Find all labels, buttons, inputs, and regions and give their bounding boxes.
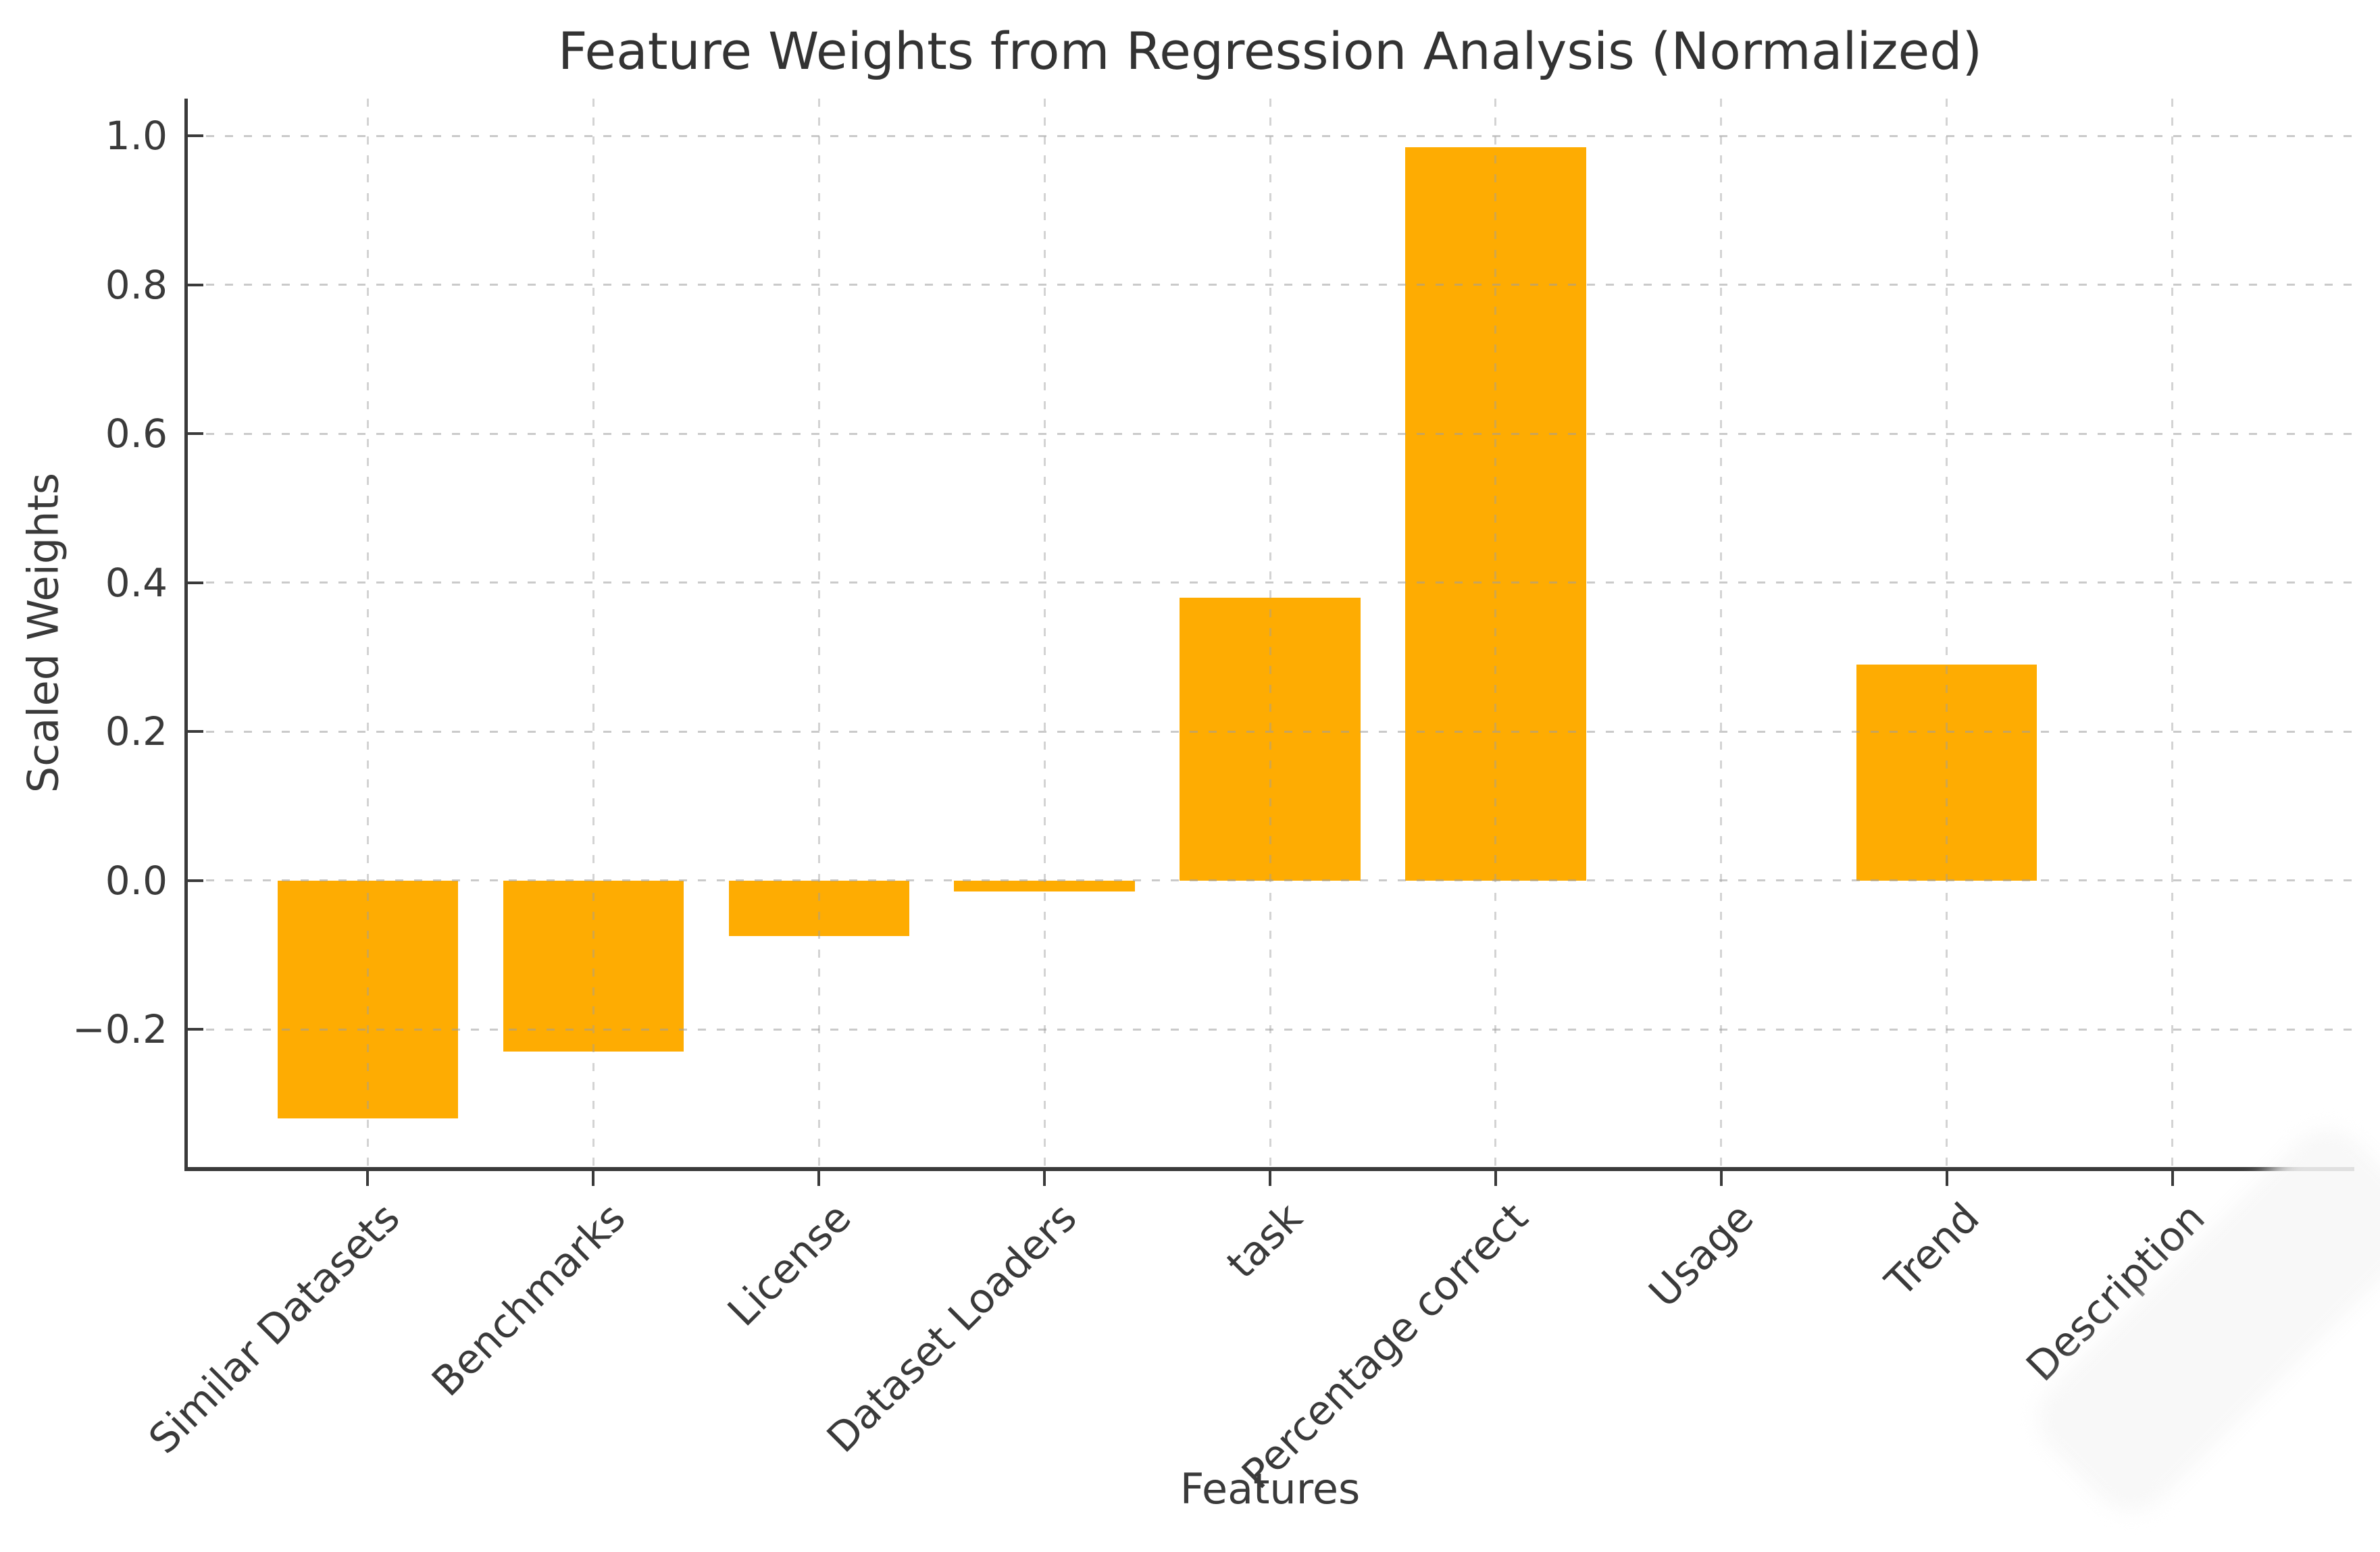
bar-task bbox=[1180, 597, 1361, 881]
y-tick-label: 0.0 bbox=[105, 857, 168, 904]
x-axis-label: Features bbox=[1180, 1464, 1361, 1514]
y-tick-mark bbox=[187, 730, 203, 733]
y-tick-mark bbox=[187, 134, 203, 138]
y-gridline bbox=[187, 432, 2353, 435]
bar-license bbox=[728, 880, 909, 937]
x-tick-mark bbox=[366, 1171, 370, 1186]
plot-area bbox=[187, 99, 2353, 1167]
y-tick-label: 0.4 bbox=[105, 559, 168, 606]
y-tick-mark bbox=[187, 432, 203, 436]
y-tick-label: 0.6 bbox=[105, 411, 168, 457]
bottom-axis-spine bbox=[184, 1167, 2354, 1171]
x-tick-mark bbox=[1494, 1171, 1497, 1186]
y-tick-label: 0.2 bbox=[105, 708, 168, 755]
y-tick-mark bbox=[187, 879, 203, 882]
chart-title: Feature Weights from Regression Analysis… bbox=[557, 21, 1983, 81]
x-gridline bbox=[1720, 99, 1723, 1167]
x-tick-mark bbox=[2171, 1171, 2174, 1186]
bar-benchmarks bbox=[503, 880, 684, 1052]
left-axis-spine bbox=[184, 99, 188, 1170]
x-tick-mark bbox=[592, 1171, 595, 1186]
x-tick-mark bbox=[1945, 1171, 1948, 1186]
bar-percentage-correct bbox=[1405, 147, 1586, 881]
x-tick-mark bbox=[1269, 1171, 1271, 1186]
x-tick-mark bbox=[1719, 1171, 1723, 1186]
y-tick-mark bbox=[187, 581, 203, 584]
y-tick-label: 0.8 bbox=[105, 261, 168, 308]
x-gridline bbox=[2171, 99, 2174, 1167]
bar-trend bbox=[1856, 664, 2037, 881]
x-gridline bbox=[817, 99, 820, 1167]
y-tick-mark bbox=[187, 283, 203, 286]
x-gridline bbox=[1043, 99, 1046, 1167]
y-tick-label: −0.2 bbox=[72, 1006, 168, 1053]
x-gridline bbox=[1946, 99, 1948, 1167]
bar-dataset-loaders bbox=[954, 880, 1135, 892]
y-gridline bbox=[187, 134, 2353, 137]
x-tick-mark bbox=[1043, 1171, 1046, 1186]
y-tick-label: 1.0 bbox=[105, 113, 168, 159]
x-tick-mark bbox=[817, 1171, 821, 1186]
bar-similar-datasets bbox=[277, 880, 458, 1119]
y-tick-mark bbox=[187, 1028, 203, 1031]
y-gridline bbox=[187, 284, 2353, 286]
y-gridline bbox=[187, 581, 2353, 584]
